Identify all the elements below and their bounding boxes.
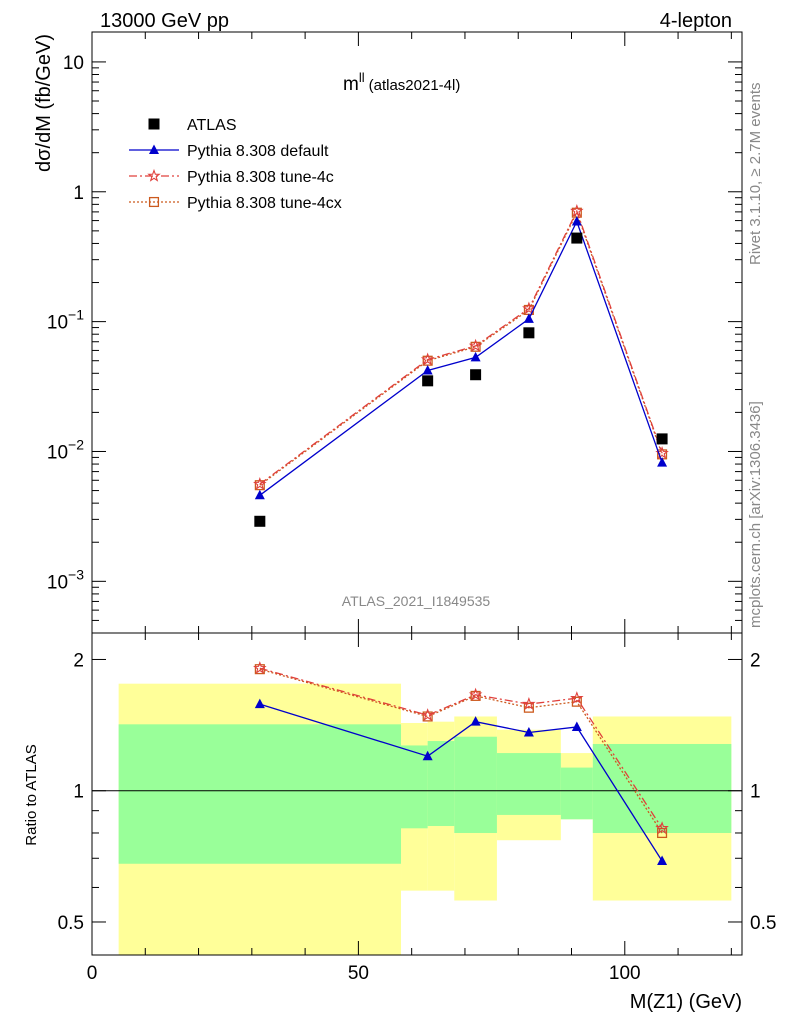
band-inner — [427, 741, 455, 827]
ratio-xtick-label: 0 — [87, 963, 98, 984]
main-point-tune4c — [522, 301, 536, 315]
ratio-panel-axes: 0.5 0.5 1 1 2 2 0 50 100 — [58, 632, 776, 984]
ratio-ytick-label: 1 — [73, 782, 84, 803]
ytick-base: 10 — [47, 572, 68, 593]
ratio-point-default — [657, 855, 668, 865]
main-point-atlas — [422, 375, 434, 387]
legend-label-default: Pythia 8.308 default — [187, 143, 329, 160]
main-point-atlas — [571, 232, 583, 244]
main-ytick-label: 10−3 — [47, 566, 84, 593]
ratio-line-default — [259, 703, 663, 862]
ratio-xtick-label: 100 — [609, 963, 641, 984]
ytick-base: 10 — [47, 442, 68, 463]
title-suffix: (atlas2021-4l) — [369, 77, 461, 94]
main-plot-area — [92, 32, 742, 633]
main-panel-background — [92, 32, 742, 633]
main-point-tune4c — [420, 352, 435, 366]
band-inner — [560, 767, 593, 820]
main-point-default — [523, 313, 534, 323]
main-ytick-label: 10 — [63, 53, 84, 74]
legend-marker-atlas — [148, 118, 160, 130]
ratio-ytick-label-right: 2 — [750, 650, 761, 671]
ratio-xtick-label: 50 — [348, 963, 369, 984]
main-point-default — [422, 365, 433, 375]
ytick-base: 10 — [47, 313, 68, 334]
main-point-tune4cx — [254, 480, 265, 491]
ratio-point-tune4c — [655, 821, 669, 835]
main-line-tune4c — [259, 209, 663, 485]
band-inner — [496, 753, 561, 815]
ratio-line-tune4c — [259, 667, 663, 829]
legend-marker-tune4c — [147, 168, 161, 182]
main-ytick-label: 10−1 — [47, 307, 84, 334]
main-point-atlas — [523, 327, 535, 339]
ratio-point-default — [571, 721, 582, 732]
legend: ATLAS Pythia 8.308 default Pythia 8.308 tu… — [129, 117, 342, 212]
main-ylabel: dσ/dM (fb/GeV) — [33, 34, 55, 172]
ratio-ylabel: Ratio to ATLAS — [23, 744, 40, 845]
ratio-point-tune4cx — [422, 711, 433, 722]
ratio-point-tune4c — [468, 687, 483, 701]
title-superscript: ll — [359, 70, 365, 85]
main-title: mll (atlas2021-4l) — [343, 70, 460, 95]
main-point-atlas — [254, 515, 266, 527]
legend-label-tune4cx: Pythia 8.308 tune-4cx — [187, 195, 342, 212]
ytick-exponent: −3 — [68, 566, 84, 582]
title-m: m — [343, 74, 359, 95]
ratio-point-tune4c — [253, 661, 267, 674]
main-point-atlas — [656, 433, 668, 445]
ratio-point-default — [470, 716, 481, 726]
ratio-point-tune4c — [570, 691, 584, 704]
ytick-exponent: −1 — [68, 307, 84, 323]
ratio-point-tune4cx — [657, 827, 668, 839]
ratio-ytick-label: 0.5 — [58, 913, 84, 934]
main-point-atlas — [470, 369, 482, 381]
ratio-panel-bands — [92, 683, 742, 955]
ratio-ytick-label-right: 0.5 — [750, 913, 776, 934]
ratio-point-tune4cx — [571, 696, 582, 707]
ratio-frame — [91, 632, 743, 956]
main-point-default — [470, 351, 481, 362]
main-point-tune4c — [570, 203, 584, 217]
ratio-xlabel: M(Z1) (GeV) — [630, 991, 742, 1013]
main-point-tune4c — [253, 477, 267, 490]
ratio-ytick-label-right: 1 — [750, 782, 761, 803]
band-inner — [454, 736, 497, 833]
main-point-default — [254, 489, 265, 500]
ratio-line-tune4cx — [259, 668, 663, 834]
ratio-panel-series — [253, 661, 669, 865]
ratio-point-tune4cx — [523, 702, 534, 713]
ratio-point-default — [254, 698, 265, 709]
analysis-watermark: ATLAS_2021_I1849535 — [342, 593, 491, 609]
mcplots-label: mcplots.cern.ch [arXiv:1306.3436] — [747, 401, 764, 628]
legend-label-atlas: ATLAS — [187, 117, 237, 134]
rivet-label: Rivet 3.1.10, ≥ 2.7M events — [747, 83, 764, 266]
band-inner — [401, 745, 428, 829]
main-point-tune4cx — [470, 341, 481, 352]
legend-label-tune4c: Pythia 8.308 tune-4c — [187, 169, 334, 186]
header-left: 13000 GeV pp — [100, 10, 229, 32]
legend-marker-default — [149, 144, 159, 154]
main-point-default — [571, 216, 582, 226]
legend-marker-tune4cx — [148, 196, 160, 208]
main-point-default — [657, 457, 668, 467]
main-panel-series — [253, 203, 669, 527]
ytick-exponent: −2 — [68, 436, 84, 452]
header-right: 4-lepton — [660, 10, 732, 32]
main-point-tune4c — [468, 338, 483, 352]
ratio-point-tune4c — [420, 708, 435, 721]
main-ytick-label: 10−2 — [47, 436, 84, 463]
ratio-ytick-label: 2 — [73, 650, 84, 671]
main-line-default — [259, 219, 663, 496]
ratio-point-default — [523, 726, 534, 737]
ratio-point-tune4c — [522, 696, 536, 710]
band-inner — [118, 724, 402, 864]
main-ytick-label: 1 — [73, 183, 84, 204]
ratio-point-default — [422, 750, 433, 761]
